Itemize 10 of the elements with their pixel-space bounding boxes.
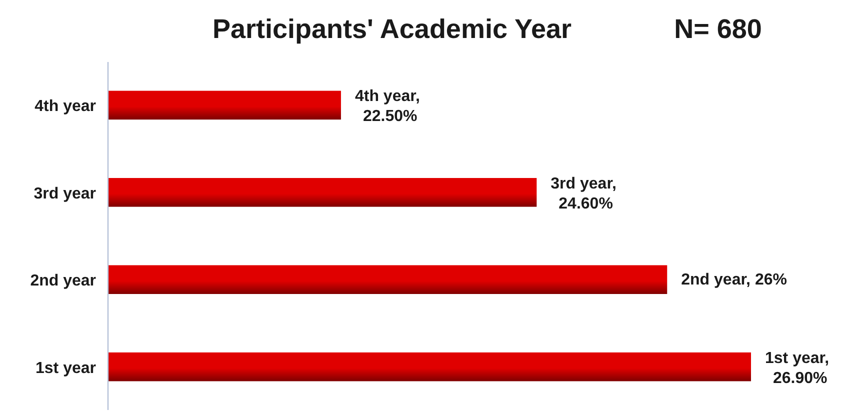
y-tick-label: 1st year	[36, 360, 96, 377]
data-label: 3rd year, 24.60%	[550, 175, 616, 212]
chart-title: Participants' Academic Year	[212, 14, 572, 44]
y-tick-label: 2nd year	[30, 272, 96, 290]
y-tick-label: 3rd year	[34, 185, 96, 202]
text: N= 680	[674, 14, 762, 44]
data-label: 4th year, 22.50%	[354, 88, 420, 126]
data-label: 1st year, 26.90%	[765, 350, 830, 387]
y-tick-label: 4th year	[34, 98, 96, 116]
data-label: 2nd year, 26%	[681, 272, 787, 289]
